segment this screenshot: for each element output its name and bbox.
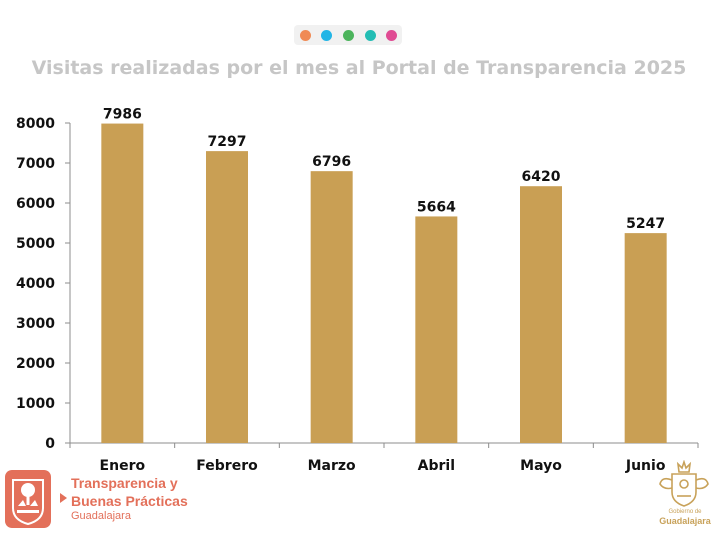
y-tick-label: 2000 <box>16 356 55 372</box>
dot-blue <box>321 30 332 41</box>
dot-teal <box>365 30 376 41</box>
x-tick-label: Mayo <box>520 458 562 474</box>
data-label: 6420 <box>522 169 561 185</box>
bar-enero <box>101 123 144 443</box>
bar-junio <box>624 233 667 443</box>
city-crest-icon <box>5 470 51 528</box>
gov-label: Gobierno de Guadalajara <box>640 508 718 526</box>
y-tick-label: 0 <box>45 436 55 452</box>
gov-label-big: Guadalajara <box>659 516 711 526</box>
brand-arrow-icon <box>60 493 67 503</box>
brand-line-2: Buenas Prácticas <box>71 493 188 509</box>
y-tick-label: 8000 <box>16 116 55 132</box>
y-tick-label: 4000 <box>16 276 55 292</box>
dot-pink <box>386 30 397 41</box>
color-dots-decoration <box>294 25 402 45</box>
x-tick-label: Abril <box>418 458 455 474</box>
data-label: 5664 <box>417 199 456 215</box>
bar-marzo <box>310 171 353 443</box>
data-label: 7297 <box>208 134 247 150</box>
dot-orange <box>300 30 311 41</box>
brand-line-1: Transparencia y <box>71 475 178 491</box>
data-label: 6796 <box>312 154 351 170</box>
y-tick-label: 5000 <box>16 236 55 252</box>
x-tick-label: Junio <box>625 458 666 474</box>
bar-febrero <box>206 151 248 443</box>
dot-green <box>343 30 354 41</box>
data-label: 7986 <box>103 107 142 123</box>
coat-of-arms-icon <box>659 460 709 507</box>
y-tick-label: 7000 <box>16 156 55 172</box>
y-tick-label: 3000 <box>16 316 55 332</box>
chart-title: Visitas realizadas por el mes al Portal … <box>31 57 687 79</box>
x-tick-label: Enero <box>100 458 146 474</box>
y-tick-label: 1000 <box>16 396 55 412</box>
y-tick-label: 6000 <box>16 196 55 212</box>
brand-subtitle: Guadalajara <box>71 510 131 522</box>
bar-abril <box>415 216 458 443</box>
x-tick-label: Marzo <box>308 458 356 474</box>
gov-label-small: Gobierno de <box>668 509 702 515</box>
x-tick-label: Febrero <box>196 458 258 474</box>
brand-name: Transparencia y Buenas Prácticas <box>71 474 188 510</box>
bar-mayo <box>520 186 562 443</box>
data-label: 5247 <box>626 216 665 232</box>
